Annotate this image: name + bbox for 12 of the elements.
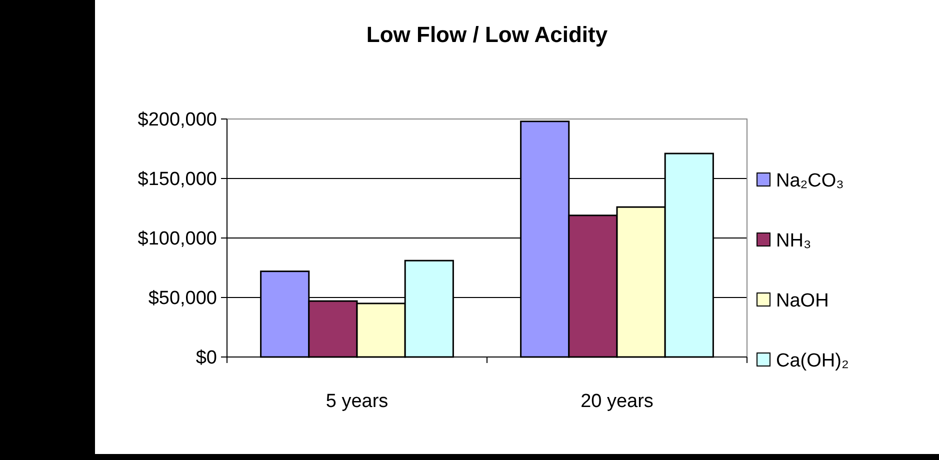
legend-label: Ca(OH)₂: [776, 350, 849, 372]
legend-label: Na₂CO₃: [776, 170, 844, 192]
chart-title: Low Flow / Low Acidity: [366, 22, 608, 47]
y-tick-label: $100,000: [138, 228, 217, 250]
legend-label: NH₃: [776, 230, 812, 252]
x-tick-label: 20 years: [580, 391, 654, 412]
legend-label: NaOH: [776, 290, 829, 312]
y-tick-label: $0: [196, 348, 217, 369]
y-tick-label: $150,000: [138, 169, 217, 190]
x-tick-label: 5 years: [326, 391, 388, 412]
y-tick-label: $200,000: [138, 110, 217, 131]
y-tick-label: $50,000: [148, 288, 217, 310]
